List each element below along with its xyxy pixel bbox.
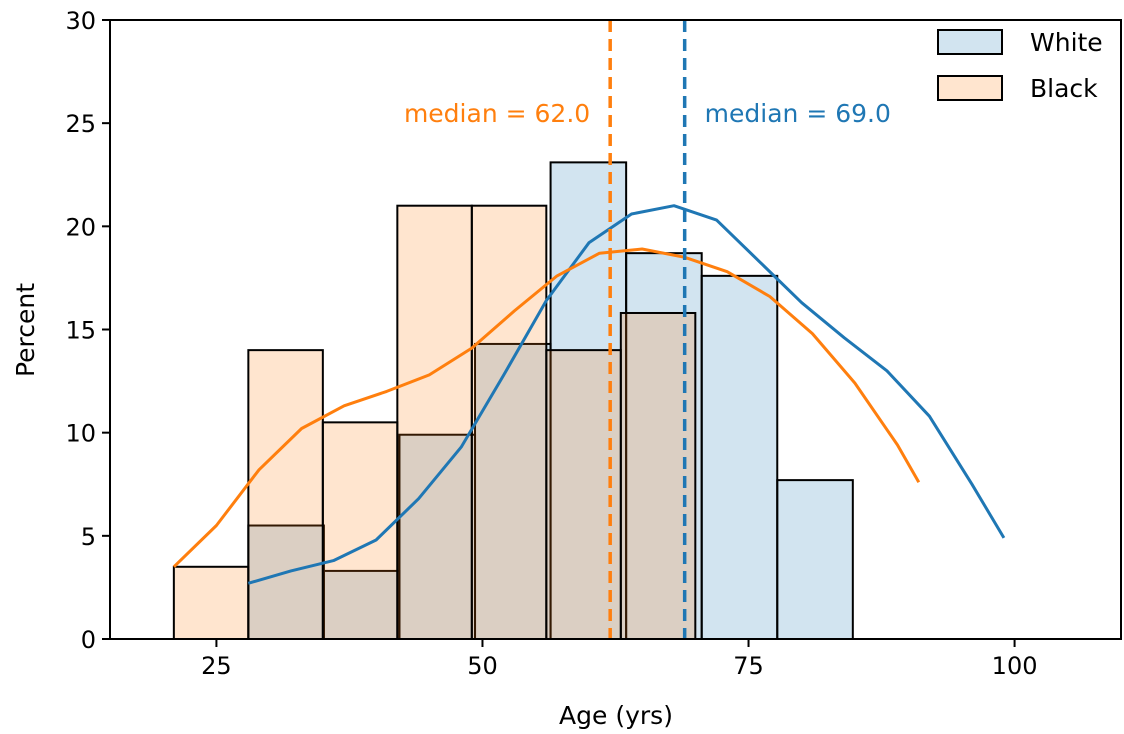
bar-white-7 [776, 479, 854, 640]
y-tick-label-10: 10 [65, 420, 96, 448]
median-label-white: median = 69.0 [705, 99, 891, 128]
median-lines-layer: median = 69.0 median = 62.0 [404, 20, 891, 639]
bar-black-0 [172, 565, 250, 640]
bar-white-1 [322, 569, 401, 640]
kde-line-black [172, 247, 921, 568]
y-tick-label-0: 0 [81, 626, 96, 654]
bars-layer [172, 161, 854, 641]
x-axis-label: Age (yrs) [559, 701, 673, 730]
x-tick-label-50: 50 [467, 652, 498, 680]
y-axis-label: Percent [11, 283, 40, 377]
kde-line-white [247, 204, 1006, 585]
legend: White Black [937, 28, 1103, 103]
bar-white-0 [247, 524, 325, 640]
y-tick-label-15: 15 [65, 317, 96, 345]
bar-black-4 [470, 204, 548, 640]
x-tick-label-25: 25 [201, 652, 232, 680]
y-tick-label-20: 20 [65, 213, 96, 241]
bar-black-1 [247, 349, 324, 640]
bar-white-6 [700, 274, 779, 640]
bar-black-3 [396, 204, 473, 640]
y-tick-label-25: 25 [65, 110, 96, 138]
axes-layer: 25 50 75 100 0 5 10 15 20 25 30 [65, 7, 1122, 680]
legend-swatch-white [937, 29, 1003, 55]
bar-white-2 [398, 433, 477, 641]
median-label-black: median = 62.0 [404, 99, 590, 128]
legend-label-white: White [1030, 28, 1103, 57]
bar-white-5 [625, 252, 703, 640]
kde-lines-layer [172, 204, 1006, 585]
y-tick-label-30: 30 [65, 7, 96, 35]
y-tick-label-5: 5 [81, 523, 96, 551]
bar-black-5 [545, 349, 622, 640]
x-tick-label-100: 100 [992, 652, 1038, 680]
x-tick-label-75: 75 [733, 652, 764, 680]
legend-label-black: Black [1030, 74, 1098, 103]
legend-swatch-black [937, 75, 1003, 101]
